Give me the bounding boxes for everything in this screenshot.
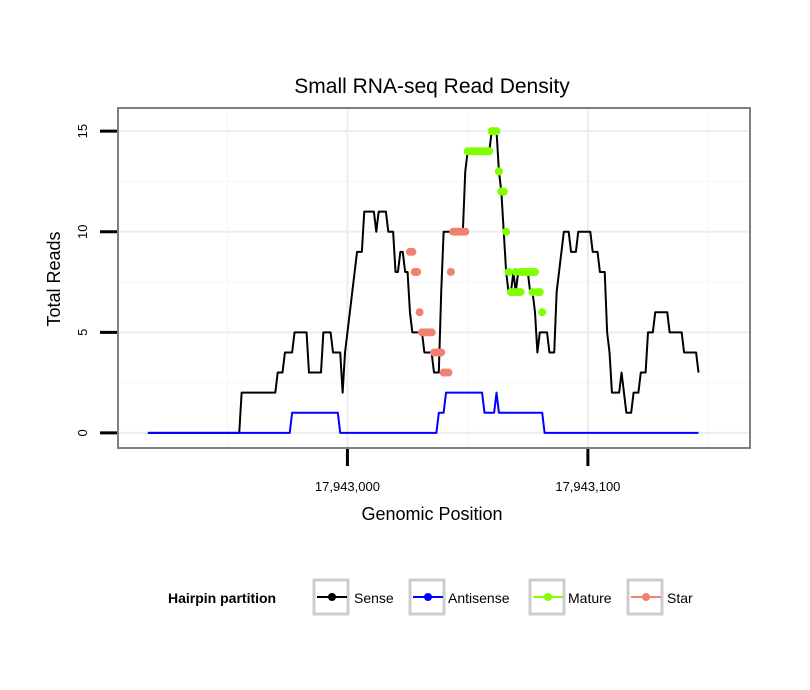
star-point [437, 348, 446, 357]
legend-item-sense: Sense [312, 578, 394, 616]
y-tick-label: 15 [75, 124, 90, 138]
y-tick-label: 10 [75, 224, 90, 238]
star-point [446, 267, 455, 276]
star-point [413, 267, 422, 276]
y-axis-title: Total Reads [44, 231, 64, 326]
axis-ticks [100, 129, 590, 466]
x-tick-label: 17,943,100 [555, 479, 620, 494]
x-tick-label: 17,943,000 [315, 479, 380, 494]
y-tick-label: 0 [75, 429, 90, 436]
legend-item-antisense: Antisense [408, 578, 510, 616]
legend-key-point [424, 593, 432, 601]
mature-point [485, 147, 494, 156]
star-point [415, 308, 424, 317]
star-point [444, 368, 453, 377]
legend-label-mature: Mature [568, 590, 612, 606]
legend-title: Hairpin partition [168, 590, 276, 606]
legend-item-star: Star [626, 578, 693, 616]
mature-point [538, 308, 547, 317]
legend-key-point [328, 593, 336, 601]
legend: Hairpin partition Sense Antisense Mature St… [168, 578, 693, 616]
mature-point [502, 227, 511, 236]
mature-point [516, 288, 525, 297]
star-point [408, 247, 417, 256]
mature-point [530, 267, 539, 276]
mature-point [494, 167, 503, 176]
antisense-series-line [147, 391, 699, 434]
legend-item-mature: Mature [528, 578, 612, 616]
mature-point [499, 187, 508, 196]
plot-panel [117, 107, 751, 449]
legend-label-star: Star [667, 590, 693, 606]
mature-point [492, 127, 501, 136]
mature-point [504, 267, 513, 276]
legend-key-point [544, 593, 552, 601]
chart-title: Small RNA-seq Read Density [294, 75, 570, 98]
y-tick-label: 5 [75, 329, 90, 336]
mature-point [535, 288, 544, 297]
legend-label-antisense: Antisense [448, 590, 510, 606]
tick-labels: 0 5 10 15 17,943,000 17,943,100 [75, 124, 620, 494]
star-point [461, 227, 470, 236]
legend-label-sense: Sense [354, 590, 394, 606]
star-point [427, 328, 436, 337]
legend-key-point [642, 593, 650, 601]
series-points [405, 127, 547, 377]
x-axis-title: Genomic Position [361, 504, 502, 524]
